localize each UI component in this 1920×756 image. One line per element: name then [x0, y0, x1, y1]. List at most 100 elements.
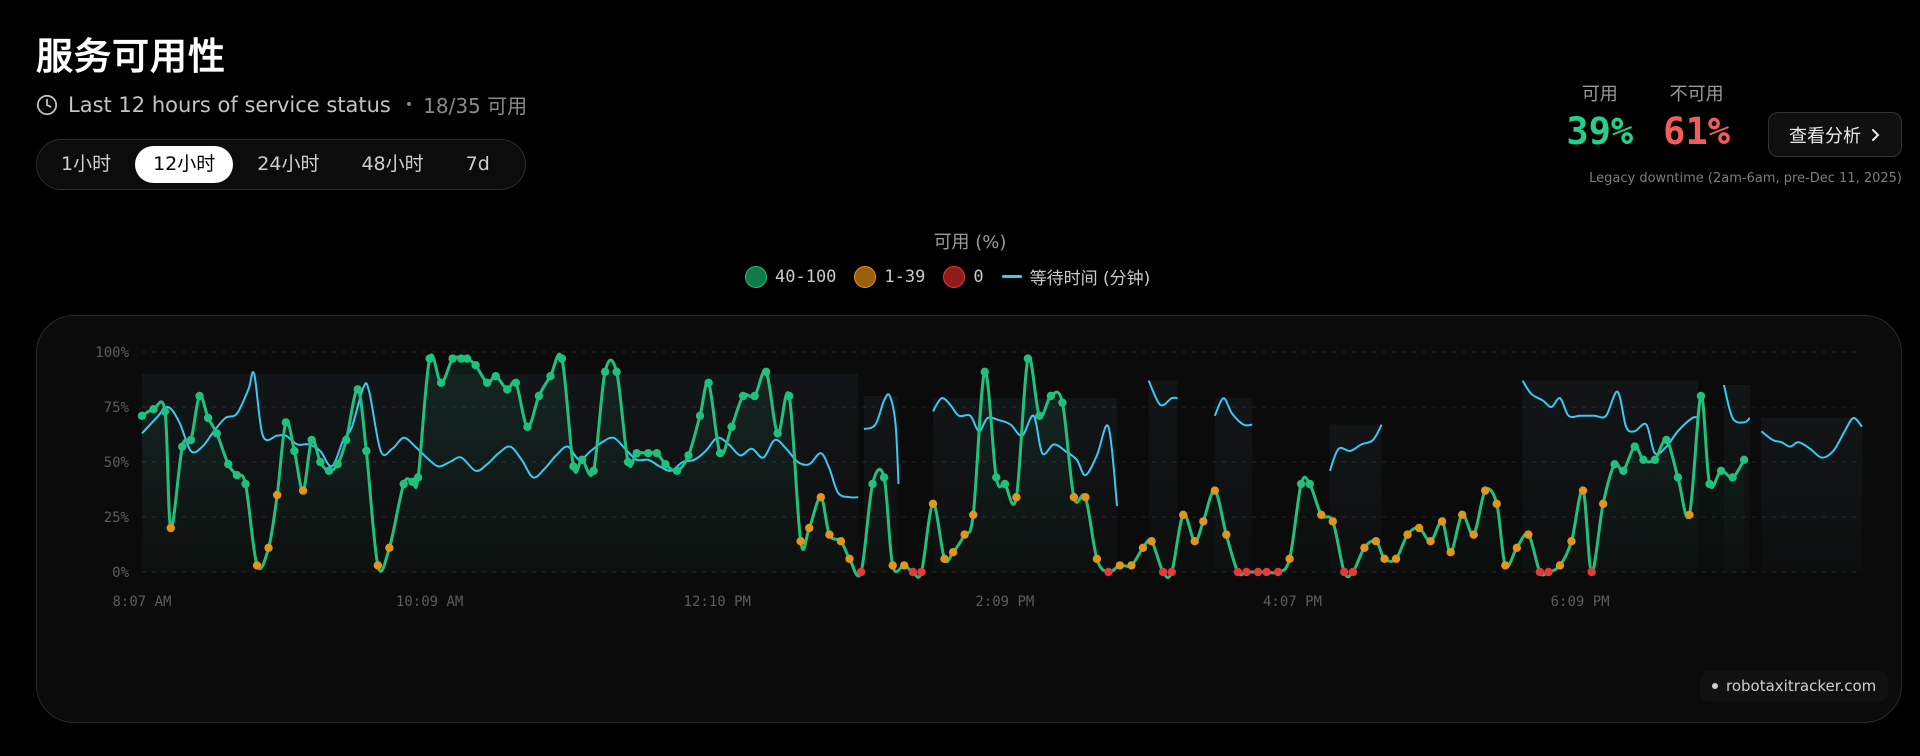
availability-point[interactable]: [482, 378, 492, 387]
availability-point[interactable]: [940, 554, 949, 563]
availability-point[interactable]: [589, 466, 598, 475]
availability-point[interactable]: [534, 391, 544, 401]
availability-point[interactable]: [704, 378, 713, 387]
availability-point[interactable]: [1728, 473, 1737, 482]
availability-point[interactable]: [661, 460, 670, 469]
availability-point[interactable]: [1739, 455, 1749, 464]
availability-point[interactable]: [1147, 537, 1156, 546]
availability-point[interactable]: [1158, 567, 1168, 577]
view-analysis-button[interactable]: 查看分析: [1768, 112, 1902, 157]
availability-point[interactable]: [825, 530, 834, 539]
availability-point[interactable]: [600, 367, 610, 376]
legend-item-high[interactable]: 40-100: [745, 265, 836, 288]
availability-point[interactable]: [232, 471, 242, 480]
availability-point[interactable]: [471, 361, 480, 370]
availability-point[interactable]: [1437, 517, 1447, 526]
availability-point[interactable]: [695, 411, 705, 420]
availability-point[interactable]: [385, 543, 394, 552]
availability-point[interactable]: [948, 548, 958, 557]
availability-point[interactable]: [1705, 479, 1714, 489]
availability-point[interactable]: [436, 378, 446, 387]
availability-point[interactable]: [462, 354, 472, 363]
availability-point[interactable]: [1673, 473, 1683, 482]
availability-point[interactable]: [307, 435, 316, 445]
availability-point[interactable]: [652, 449, 662, 458]
availability-point[interactable]: [917, 567, 926, 577]
watermark[interactable]: robotaxitracker.com: [1700, 671, 1889, 701]
tab-1h[interactable]: 1小时: [61, 153, 112, 175]
availability-point[interactable]: [1340, 567, 1349, 577]
availability-point[interactable]: [1348, 567, 1358, 577]
availability-point[interactable]: [316, 457, 325, 467]
availability-point[interactable]: [546, 372, 555, 381]
availability-point[interactable]: [373, 561, 383, 570]
availability-point[interactable]: [1598, 499, 1608, 508]
availability-point[interactable]: [1403, 530, 1412, 539]
availability-point[interactable]: [1233, 567, 1243, 577]
availability-point[interactable]: [224, 460, 233, 469]
availability-point[interactable]: [1380, 554, 1389, 563]
availability-point[interactable]: [1391, 554, 1401, 563]
availability-point[interactable]: [457, 354, 466, 363]
availability-point[interactable]: [1104, 567, 1113, 577]
availability-point[interactable]: [1081, 493, 1090, 502]
availability-point[interactable]: [1179, 510, 1188, 519]
availability-point[interactable]: [1650, 455, 1660, 464]
availability-point[interactable]: [1273, 567, 1283, 577]
availability-point[interactable]: [1305, 479, 1314, 489]
availability-point[interactable]: [836, 537, 846, 546]
availability-point[interactable]: [1619, 466, 1628, 475]
availability-point[interactable]: [137, 411, 147, 420]
availability-point[interactable]: [1092, 554, 1102, 563]
availability-point[interactable]: [1069, 493, 1079, 502]
availability-point[interactable]: [1190, 537, 1199, 546]
availability-point[interactable]: [805, 523, 814, 533]
availability-point[interactable]: [1610, 460, 1619, 469]
availability-point[interactable]: [1492, 499, 1501, 508]
availability-point[interactable]: [1285, 554, 1294, 563]
availability-point[interactable]: [1414, 523, 1424, 533]
availability-point[interactable]: [241, 479, 250, 489]
availability-point[interactable]: [1662, 435, 1671, 445]
availability-point[interactable]: [900, 561, 909, 570]
availability-point[interactable]: [773, 429, 782, 438]
availability-point[interactable]: [1512, 543, 1522, 552]
availability-point[interactable]: [272, 490, 282, 500]
availability-point[interactable]: [1127, 561, 1136, 570]
availability-point[interactable]: [727, 422, 736, 431]
availability-point[interactable]: [1371, 537, 1381, 546]
legend-item-low[interactable]: 1-39: [854, 265, 925, 288]
availability-point[interactable]: [1262, 567, 1271, 577]
availability-point[interactable]: [195, 391, 204, 401]
availability-point[interactable]: [1296, 479, 1306, 489]
tab-24h[interactable]: 24小时: [257, 153, 320, 175]
availability-point[interactable]: [491, 372, 500, 381]
availability-point[interactable]: [1555, 561, 1565, 570]
availability-point[interactable]: [644, 449, 653, 458]
availability-point[interactable]: [761, 367, 771, 376]
availability-point[interactable]: [342, 435, 351, 445]
availability-point[interactable]: [738, 391, 748, 401]
availability-point[interactable]: [1046, 391, 1056, 401]
availability-point[interactable]: [1469, 530, 1478, 539]
availability-point[interactable]: [252, 561, 262, 570]
availability-point[interactable]: [203, 413, 213, 423]
availability-point[interactable]: [178, 442, 187, 451]
availability-point[interactable]: [1138, 543, 1148, 552]
availability-point[interactable]: [1587, 567, 1596, 577]
availability-point[interactable]: [399, 479, 408, 489]
availability-point[interactable]: [425, 354, 434, 363]
availability-point[interactable]: [264, 543, 273, 552]
availability-point[interactable]: [888, 561, 897, 570]
availability-point[interactable]: [632, 449, 641, 458]
availability-point[interactable]: [1446, 548, 1455, 557]
availability-point[interactable]: [879, 473, 889, 482]
availability-point[interactable]: [1035, 411, 1044, 420]
availability-point[interactable]: [1058, 398, 1067, 407]
availability-point[interactable]: [160, 407, 170, 416]
availability-point[interactable]: [1242, 567, 1251, 577]
availability-point[interactable]: [1317, 510, 1326, 519]
availability-point[interactable]: [1567, 537, 1576, 546]
availability-point[interactable]: [212, 429, 221, 438]
availability-point[interactable]: [1253, 567, 1263, 577]
